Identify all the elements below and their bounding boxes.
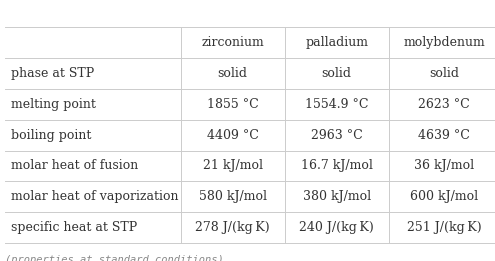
Text: 2623 °C: 2623 °C <box>418 98 470 111</box>
Text: 2963 °C: 2963 °C <box>311 129 362 142</box>
Text: solid: solid <box>322 67 351 80</box>
Text: boiling point: boiling point <box>11 129 92 142</box>
Text: zirconium: zirconium <box>201 36 264 49</box>
Text: 1554.9 °C: 1554.9 °C <box>305 98 368 111</box>
Text: 16.7 kJ/mol: 16.7 kJ/mol <box>300 159 373 173</box>
Text: molar heat of fusion: molar heat of fusion <box>11 159 139 173</box>
Text: 278 J/(kg K): 278 J/(kg K) <box>196 221 270 234</box>
Text: 380 kJ/mol: 380 kJ/mol <box>302 190 371 203</box>
Text: 600 kJ/mol: 600 kJ/mol <box>410 190 478 203</box>
Text: 251 J/(kg K): 251 J/(kg K) <box>407 221 482 234</box>
Text: 4639 °C: 4639 °C <box>418 129 470 142</box>
Text: molybdenum: molybdenum <box>403 36 485 49</box>
Text: 21 kJ/mol: 21 kJ/mol <box>202 159 263 173</box>
Text: 1855 °C: 1855 °C <box>207 98 258 111</box>
Text: palladium: palladium <box>305 36 368 49</box>
Text: melting point: melting point <box>11 98 96 111</box>
Text: (properties at standard conditions): (properties at standard conditions) <box>5 255 224 261</box>
Text: solid: solid <box>218 67 248 80</box>
Text: solid: solid <box>429 67 459 80</box>
Text: molar heat of vaporization: molar heat of vaporization <box>11 190 179 203</box>
Text: 4409 °C: 4409 °C <box>207 129 258 142</box>
Text: 580 kJ/mol: 580 kJ/mol <box>198 190 267 203</box>
Text: 240 J/(kg K): 240 J/(kg K) <box>299 221 374 234</box>
Text: phase at STP: phase at STP <box>11 67 95 80</box>
Text: specific heat at STP: specific heat at STP <box>11 221 138 234</box>
Text: 36 kJ/mol: 36 kJ/mol <box>414 159 474 173</box>
